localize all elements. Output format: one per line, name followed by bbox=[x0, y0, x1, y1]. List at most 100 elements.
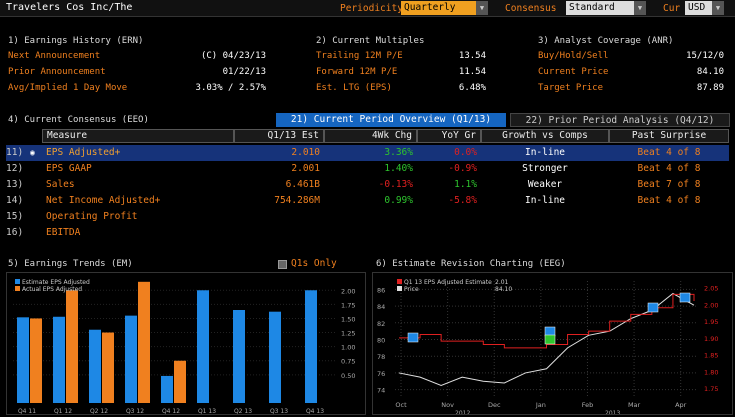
multiple-value: 11.54 bbox=[458, 67, 486, 77]
x-tick-label: Q3 12 bbox=[126, 408, 144, 415]
right-axis-label: 2.00 bbox=[704, 301, 718, 309]
cur-label: Cur bbox=[663, 3, 681, 14]
y-tick-label: 0.75 bbox=[341, 358, 355, 366]
estimate-value: 2.001 bbox=[291, 163, 320, 174]
estimate-bar bbox=[161, 375, 173, 403]
currency-dropdown[interactable]: USD bbox=[685, 1, 712, 15]
x-tick-label: Nov bbox=[441, 401, 454, 409]
four-week-change bbox=[324, 225, 413, 241]
revision-marker-icon bbox=[647, 302, 659, 313]
past-surprise: Beat 4 of 8 bbox=[637, 195, 701, 206]
earnings-trends-chart: 0.50 0.75 1.00 1.25 1.50 1.75 2.00 Q4 11 Q1 12 Q2… bbox=[6, 272, 366, 415]
col-header-surprise[interactable]: Past Surprise bbox=[609, 129, 729, 143]
table-row[interactable]: 14) Net Income Adjusted+ 754.286M 0.99% -5.8… bbox=[6, 193, 729, 209]
anr-title[interactable]: 3) Analyst Coverage (ANR) bbox=[538, 36, 674, 46]
four-week-change: 1.40% bbox=[384, 163, 413, 174]
periodicity-dropdown[interactable]: Quarterly bbox=[401, 1, 476, 15]
measure-name: EBITDA bbox=[46, 227, 81, 238]
left-axis-label: 80 bbox=[377, 337, 385, 345]
radio-icon[interactable] bbox=[30, 193, 40, 209]
row-number: 14) bbox=[6, 195, 24, 206]
chevron-down-icon[interactable]: ▼ bbox=[712, 1, 724, 15]
tab-prior-period[interactable]: 22) Prior Period Analysis (Q4/12) bbox=[510, 113, 730, 127]
col-header-measure[interactable]: Measure bbox=[42, 129, 234, 143]
ern-label: Prior Announcement bbox=[8, 67, 106, 77]
ern-list: Next Announcement (C) 04/23/13 Prior Anno… bbox=[8, 51, 266, 99]
growth-vs-comps bbox=[481, 209, 609, 225]
x-tick-label: Q1 12 bbox=[54, 408, 72, 415]
anr-label: Current Price bbox=[538, 67, 609, 77]
col-header-yoy[interactable]: YoY Gr bbox=[417, 129, 481, 143]
col-header-4wk[interactable]: 4Wk Chg bbox=[324, 129, 417, 143]
radio-icon[interactable] bbox=[30, 161, 40, 177]
table-row[interactable]: 13) Sales 6.461B -0.13% 1.1% Weaker Beat 7 of … bbox=[6, 177, 729, 193]
legend-swatch-estimate bbox=[397, 279, 402, 284]
anr-list: Buy/Hold/Sell 15/12/0 Current Price 84.10 … bbox=[538, 51, 724, 99]
col-header-growth[interactable]: Growth vs Comps bbox=[481, 129, 609, 143]
multiple-value: 13.54 bbox=[458, 51, 486, 61]
legend-estimate: Q1 13 EPS Adjusted Estimate bbox=[404, 279, 492, 286]
table-row[interactable]: 15) Operating Profit bbox=[6, 209, 729, 225]
legend-swatch-price bbox=[397, 286, 402, 291]
q1s-only-checkbox[interactable] bbox=[278, 260, 287, 269]
x-tick-label: Q2 12 bbox=[90, 408, 108, 415]
radio-icon[interactable] bbox=[30, 209, 40, 225]
consensus-dropdown[interactable]: Standard bbox=[566, 1, 634, 15]
ern-title[interactable]: 1) Earnings History (ERN) bbox=[8, 36, 144, 46]
four-week-change: 3.36% bbox=[384, 147, 413, 158]
radio-icon[interactable] bbox=[30, 177, 40, 193]
growth-vs-comps: Stronger bbox=[522, 163, 568, 174]
growth-vs-comps: Weaker bbox=[527, 179, 563, 190]
q1s-only-label: Q1s Only bbox=[291, 258, 337, 269]
x-tick-label: Mar bbox=[628, 401, 641, 409]
left-axis-label: 78 bbox=[377, 353, 385, 361]
x-year-label: 2012 bbox=[455, 410, 470, 415]
multiple-value: 6.48% bbox=[458, 83, 486, 93]
col-header-est[interactable]: Q1/13 Est bbox=[234, 129, 324, 143]
estimate-value bbox=[234, 225, 320, 241]
ern-label: Next Announcement bbox=[8, 51, 101, 61]
em-title[interactable]: 5) Earnings Trends (EM) bbox=[8, 259, 133, 269]
past-surprise: Beat 7 of 8 bbox=[637, 179, 701, 190]
eeo-title[interactable]: 4) Current Consensus (EEO) bbox=[8, 115, 149, 125]
revision-marker-icon bbox=[544, 334, 556, 345]
legend-actual: Actual EPS Adjusted bbox=[22, 286, 82, 293]
left-axis-label: 74 bbox=[377, 387, 385, 395]
chevron-down-icon[interactable]: ▼ bbox=[634, 1, 646, 15]
actual-bar bbox=[174, 360, 186, 403]
row-number: 13) bbox=[6, 179, 24, 190]
past-surprise bbox=[609, 225, 729, 241]
estimate-bar bbox=[89, 329, 101, 403]
top-bar: Travelers Cos Inc/The Periodicity Quarte… bbox=[0, 0, 735, 17]
legend-estimate-value: 2.01 bbox=[495, 279, 509, 286]
radio-icon[interactable] bbox=[30, 225, 40, 241]
right-axis-label: 1.75 bbox=[704, 385, 718, 393]
right-axis-label: 1.80 bbox=[704, 368, 718, 376]
actual-bar bbox=[138, 281, 150, 403]
ern-value: (C) 04/23/13 bbox=[200, 51, 266, 61]
tab-current-period[interactable]: 21) Current Period Overview (Q1/13) bbox=[276, 113, 506, 127]
chevron-down-icon[interactable]: ▼ bbox=[476, 1, 488, 15]
yoy-growth bbox=[417, 209, 477, 225]
estimate-bar bbox=[269, 311, 281, 403]
eeg-title[interactable]: 6) Estimate Revision Charting (EEG) bbox=[376, 259, 566, 269]
left-axis-label: 82 bbox=[377, 320, 385, 328]
table-row[interactable]: 11) ◉ EPS Adjusted+ 2.010 3.36% 0.0% In-line Be… bbox=[6, 145, 729, 161]
growth-vs-comps bbox=[481, 225, 609, 241]
yoy-growth bbox=[417, 225, 477, 241]
legend-swatch-estimate bbox=[15, 279, 20, 284]
x-year-label: 2013 bbox=[605, 410, 620, 415]
yoy-growth: -5.8% bbox=[448, 195, 477, 206]
estimate-value: 6.461B bbox=[285, 179, 320, 190]
y-tick-label: 1.25 bbox=[341, 330, 355, 338]
x-tick-label: Apr bbox=[675, 401, 687, 409]
radio-icon[interactable]: ◉ bbox=[30, 148, 35, 157]
row-number: 15) bbox=[6, 211, 24, 222]
anr-label: Target Price bbox=[538, 83, 604, 93]
table-row[interactable]: 16) EBITDA bbox=[6, 225, 729, 241]
estimate-bar bbox=[233, 310, 245, 403]
periodicity-label: Periodicity bbox=[340, 3, 403, 14]
right-axis-label: 2.05 bbox=[704, 285, 718, 293]
table-row[interactable]: 12) EPS GAAP 2.001 1.40% -0.9% Stronger Beat 4… bbox=[6, 161, 729, 177]
